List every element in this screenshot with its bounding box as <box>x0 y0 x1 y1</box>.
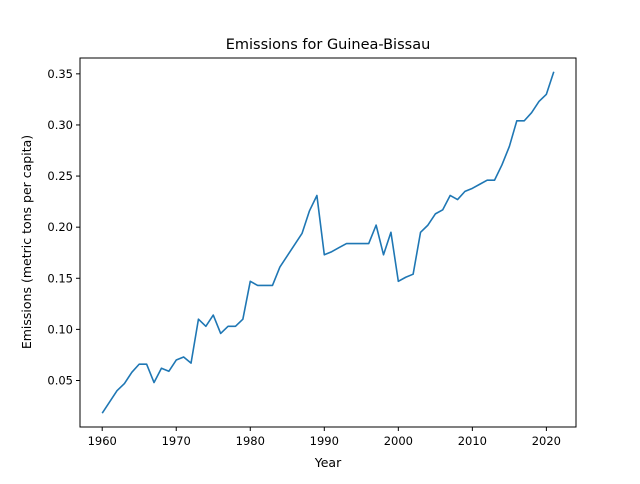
y-tick-label: 0.30 <box>47 118 73 132</box>
x-tick-label: 1980 <box>236 434 265 448</box>
y-tick-label: 0.25 <box>47 169 73 183</box>
plot-area <box>101 71 555 414</box>
y-tick-label: 0.15 <box>47 271 73 285</box>
axes-frame <box>79 57 577 428</box>
y-axis-ticks: 0.05 0.10 0.15 0.20 0.25 0.30 0.35 <box>47 67 80 387</box>
x-axis-label: Year <box>314 455 342 470</box>
x-tick-label: 2000 <box>384 434 413 448</box>
y-tick-label: 0.05 <box>47 373 73 387</box>
x-tick-label: 1990 <box>310 434 339 448</box>
x-tick-label: 1960 <box>88 434 117 448</box>
y-tick-label: 0.35 <box>47 67 73 81</box>
x-tick-label: 2020 <box>532 434 561 448</box>
x-tick-label: 2010 <box>458 434 487 448</box>
x-tick-label: 1970 <box>162 434 191 448</box>
x-axis-ticks: 1960 1970 1980 1990 2000 2010 2020 <box>88 427 561 448</box>
chart-title: Emissions for Guinea-Bissau <box>226 37 431 53</box>
series-line-0 <box>101 71 555 414</box>
y-axis-label: Emissions (metric tons per capita) <box>19 135 34 349</box>
y-tick-label: 0.10 <box>47 322 73 336</box>
y-tick-label: 0.20 <box>47 220 73 234</box>
